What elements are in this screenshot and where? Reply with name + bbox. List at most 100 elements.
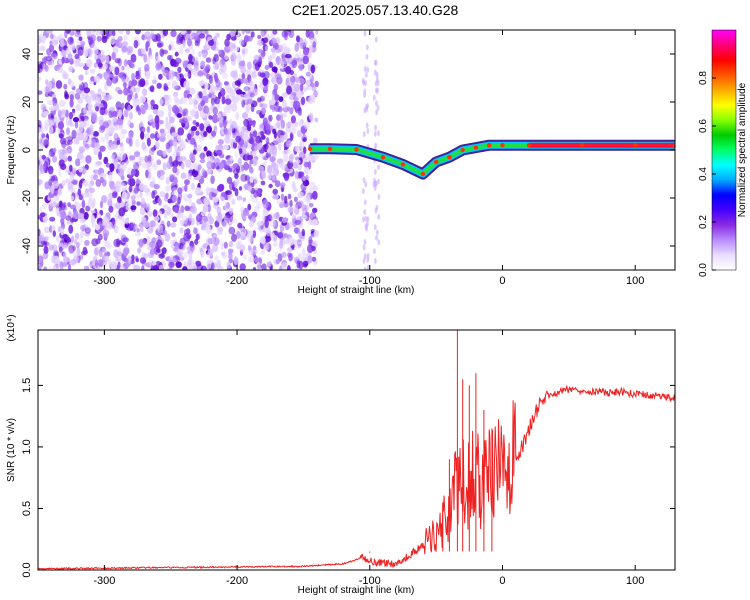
noise-mark bbox=[264, 219, 269, 229]
noise-mark bbox=[271, 161, 277, 168]
noise-mark bbox=[279, 265, 283, 270]
noise-mark bbox=[184, 205, 190, 212]
ridge-point bbox=[307, 146, 313, 151]
noise-mark bbox=[152, 199, 158, 205]
noise-mark bbox=[57, 109, 62, 118]
noise-mark bbox=[139, 126, 146, 133]
colorbar-tick-label: 0.8 bbox=[698, 71, 709, 85]
noise-mark bbox=[261, 263, 267, 270]
noise-mark bbox=[144, 63, 150, 72]
noise-mark bbox=[234, 80, 241, 86]
noise-mark bbox=[211, 114, 219, 124]
noise-mark bbox=[46, 48, 52, 56]
x-tick-label: 100 bbox=[626, 575, 644, 587]
noise-mark bbox=[132, 99, 138, 108]
ridge-point bbox=[354, 147, 359, 152]
noise-mark bbox=[265, 45, 269, 52]
noise-mark bbox=[112, 191, 118, 199]
x-tick-label: -200 bbox=[226, 575, 248, 587]
noise-mark bbox=[159, 30, 164, 37]
noise-mark bbox=[306, 244, 314, 254]
noise-mark bbox=[101, 63, 109, 70]
noise-mark bbox=[120, 200, 125, 208]
noise-mark bbox=[83, 118, 90, 128]
y-tick-label: 0.0 bbox=[21, 562, 33, 577]
noise-mark bbox=[171, 132, 178, 137]
noise-mark bbox=[210, 97, 215, 106]
noise-mark bbox=[187, 38, 192, 47]
noise-mark bbox=[67, 53, 73, 62]
noise-mark bbox=[113, 249, 119, 258]
noise-mark bbox=[303, 121, 310, 130]
noise-mark bbox=[177, 249, 184, 258]
noise-mark bbox=[62, 70, 68, 80]
x-tick-label: -100 bbox=[359, 575, 381, 587]
noise-mark bbox=[287, 252, 292, 258]
noise-mark bbox=[308, 236, 313, 244]
noise-mark bbox=[136, 178, 140, 183]
colorbar-tick-label: 0.2 bbox=[698, 215, 709, 229]
x-tick-label: 100 bbox=[626, 275, 644, 287]
noise-mark bbox=[304, 166, 309, 175]
noise-mark bbox=[207, 248, 214, 255]
noise-mark bbox=[158, 73, 163, 80]
noise-mark bbox=[68, 66, 74, 73]
noise-mark bbox=[139, 227, 144, 232]
noise-mark bbox=[62, 50, 67, 56]
noise-mark bbox=[138, 156, 145, 163]
noise-mark bbox=[182, 266, 188, 270]
noise-mark bbox=[245, 104, 251, 113]
noise-mark bbox=[183, 232, 190, 242]
noise-mark bbox=[181, 117, 188, 124]
noise-mark bbox=[262, 93, 268, 99]
y-tick-label: 1.0 bbox=[21, 439, 33, 454]
noise-mark bbox=[130, 62, 136, 69]
noise-mark bbox=[96, 35, 102, 42]
noise-mark bbox=[243, 35, 249, 43]
noise-mark bbox=[78, 74, 84, 81]
noise-mark bbox=[176, 113, 182, 118]
noise-mark bbox=[127, 104, 131, 112]
noise-mark bbox=[292, 186, 298, 193]
noise-mark bbox=[139, 184, 144, 192]
noise-mark bbox=[176, 34, 181, 44]
noise-mark bbox=[155, 33, 161, 42]
noise-mark bbox=[78, 194, 83, 201]
noise-mark bbox=[99, 54, 107, 62]
noise-mark bbox=[135, 257, 139, 263]
noise-mark bbox=[235, 111, 240, 121]
noise-mark bbox=[131, 79, 138, 86]
noise-mark bbox=[239, 39, 245, 46]
noise-mark bbox=[154, 215, 160, 222]
noise-mark bbox=[146, 126, 151, 133]
noise-mark bbox=[234, 188, 239, 197]
noise-mark bbox=[230, 36, 237, 41]
noise-mark bbox=[131, 197, 136, 202]
noise-mark bbox=[42, 110, 49, 116]
noise-mark bbox=[231, 233, 237, 242]
noise-mark bbox=[184, 33, 191, 41]
noise-mark bbox=[65, 47, 70, 56]
noise-mark bbox=[247, 35, 253, 42]
noise-mark bbox=[164, 233, 171, 242]
noise-mark bbox=[168, 261, 175, 268]
noise-mark bbox=[38, 90, 43, 95]
noise-mark bbox=[192, 149, 197, 155]
noise-mark bbox=[216, 215, 223, 223]
noise-mark bbox=[64, 30, 68, 39]
noise-mark bbox=[206, 161, 213, 170]
noise-mark bbox=[298, 252, 302, 259]
noise-mark bbox=[203, 105, 210, 114]
noise-mark bbox=[123, 80, 127, 89]
noise-mark bbox=[366, 216, 370, 223]
noise-mark bbox=[300, 96, 306, 106]
noise-mark bbox=[110, 36, 116, 46]
noise-mark bbox=[366, 66, 370, 73]
noise-mark bbox=[252, 266, 257, 270]
noise-mark bbox=[152, 163, 158, 170]
ridge-point bbox=[380, 155, 386, 160]
noise-mark bbox=[74, 120, 79, 129]
noise-mark bbox=[172, 187, 178, 192]
noise-mark bbox=[123, 59, 128, 67]
noise-mark bbox=[250, 84, 256, 89]
